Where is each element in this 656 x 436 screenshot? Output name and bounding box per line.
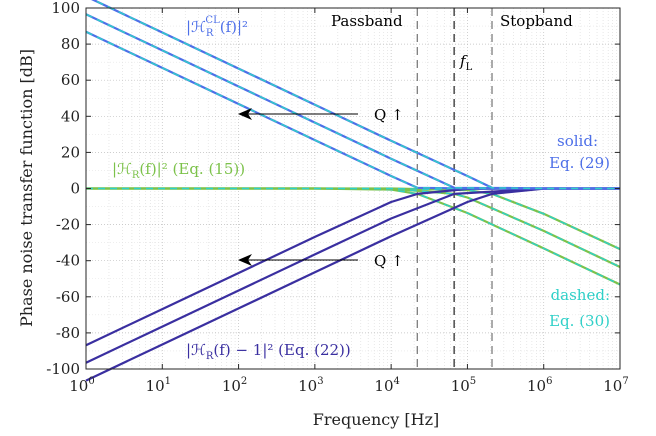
y-tick-label: 20 <box>61 143 80 161</box>
x-tick-label: 107 <box>603 376 628 395</box>
y-tick-label: -100 <box>46 360 80 378</box>
q-lower-arrow-head <box>238 254 252 266</box>
passband-label: Passband <box>331 12 403 30</box>
solid-eq-label: Eq. (29) <box>549 154 610 172</box>
y-tick-label: -80 <box>56 324 80 342</box>
y-tick-label: -20 <box>56 216 80 234</box>
stopband-label: Stopband <box>500 12 573 30</box>
x-tick-label: 101 <box>146 376 171 395</box>
resonator-formula-label: |ℋR(f)|² (Eq. (15)) <box>112 160 245 181</box>
x-tick-label: 104 <box>374 376 399 395</box>
closed-loop-dashed-line <box>85 31 620 190</box>
x-tick-label: 106 <box>527 376 552 395</box>
closed-loop-formula-label: |ℋRCL(f)|² <box>186 15 248 39</box>
y-tick-label: -40 <box>56 252 80 270</box>
resonator-dashed-line <box>86 187 621 250</box>
q-upper-arrow-head <box>238 108 252 120</box>
y-tick-label: 0 <box>70 180 80 198</box>
y-tick-label: -60 <box>56 288 80 306</box>
y-tick-label: 100 <box>51 0 80 17</box>
dashed-eq-label: Eq. (30) <box>549 312 610 330</box>
x-tick-label: 100 <box>69 376 94 395</box>
x-tick-label: 105 <box>451 376 476 395</box>
x-tick-label: 102 <box>222 376 247 395</box>
region-boundary-lines <box>416 8 493 369</box>
dashed-label: dashed: <box>551 286 610 304</box>
x-tick-label: 103 <box>298 376 323 395</box>
plot-frame <box>85 7 621 370</box>
series-lines <box>85 0 621 382</box>
y-tick-label: 40 <box>61 107 80 125</box>
q-lower-label: Q ↑ <box>374 252 404 270</box>
x-axis-label: Frequency [Hz] <box>313 410 440 429</box>
error-formula-label: |ℋR(f) − 1|² (Eq. (22)) <box>186 341 351 362</box>
fl-label: fL <box>459 52 473 73</box>
error-line <box>85 187 621 382</box>
q-upper-label: Q ↑ <box>374 106 404 124</box>
y-axis-label: Phase noise transfer function [dB] <box>17 49 36 327</box>
tick-labels: -100 -80 -60 -40 -20 0 20 40 60 80 100 100 101 102 103… <box>46 0 628 395</box>
y-tick-label: 80 <box>61 35 80 53</box>
y-tick-label: 60 <box>61 71 80 89</box>
closed-loop-dashed-line <box>91 0 620 190</box>
solid-label: solid: <box>557 132 598 150</box>
